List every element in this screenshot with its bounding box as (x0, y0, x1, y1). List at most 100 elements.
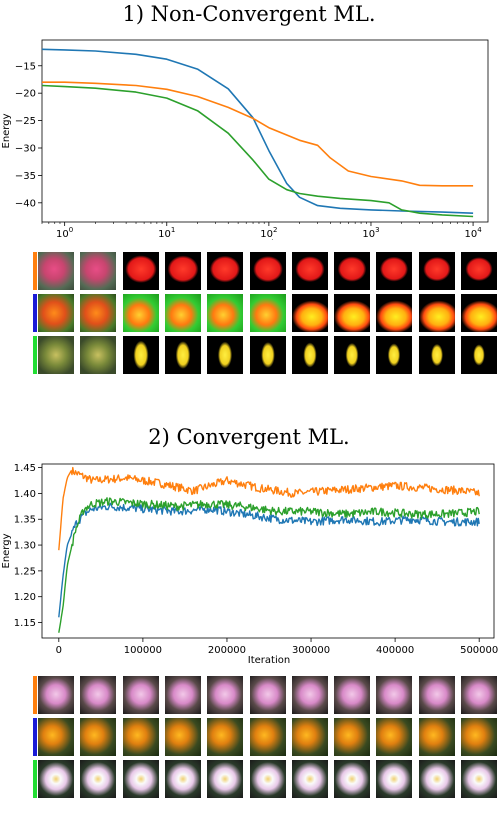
chart2-sample-image (418, 760, 455, 798)
chart2-sample-image (376, 718, 413, 756)
chart2-sample-image (80, 718, 117, 756)
chart1-sample-image (164, 252, 201, 290)
chart1-sample-image (334, 252, 371, 290)
chart2-ytick-label: 1.30 (14, 541, 36, 552)
chart1-sample-image (164, 336, 201, 374)
chart1-sample-image (207, 252, 244, 290)
chart1-sample-strips (0, 252, 498, 377)
chart2-sample-image (291, 760, 328, 798)
chart2-sample-image (38, 760, 74, 798)
chart1-sample-image (376, 252, 413, 290)
chart1-sample-image (122, 252, 159, 290)
chart2-plot-frame (41, 463, 495, 639)
chart2-sample-image (418, 676, 455, 714)
chart1-sample-image (249, 252, 286, 290)
chart2-strip-color-bar (33, 676, 37, 714)
chart2-sample-image (334, 676, 371, 714)
chart2-strip-row (33, 676, 498, 714)
chart2-sample-strips (0, 676, 498, 801)
chart2-xtick-label: 300000 (292, 645, 330, 656)
chart1-sample-image (249, 294, 286, 332)
chart2-series-orange (58, 466, 480, 551)
chart1-sample-image (291, 294, 328, 332)
chart2-sample-image (38, 718, 74, 756)
chart2-sample-image (207, 760, 244, 798)
chart1-ytick-label: −25 (15, 116, 36, 127)
chart1-sample-image (38, 294, 74, 332)
chart2-strip-row (33, 718, 498, 756)
chart1-strip-color-bar (33, 294, 37, 332)
chart2-sample-image (291, 718, 328, 756)
chart1-series-blue (41, 48, 474, 214)
chart1-xtick-label: 104 (464, 226, 482, 240)
chart1-ytick-label: −30 (15, 143, 36, 154)
chart1-sample-image (334, 294, 371, 332)
chart2-xtick-label: 200000 (208, 645, 246, 656)
chart1-sample-image (38, 252, 74, 290)
chart1-strip-row (33, 336, 498, 374)
chart1-xlabel: Iteration (244, 239, 286, 240)
chart1-sample-image (207, 294, 244, 332)
chart1-sample-image (80, 252, 117, 290)
chart2-sample-image (207, 676, 244, 714)
chart2-sample-image (376, 760, 413, 798)
chart2-sample-image (122, 676, 159, 714)
panel2-title: 2) Convergent ML. (148, 425, 350, 449)
chart2-series-green (58, 497, 480, 633)
chart2-xtick-label: 400000 (376, 645, 414, 656)
chart2-sample-image (38, 676, 74, 714)
chart1-ytick-label: −35 (15, 171, 36, 182)
chart1-series-orange (42, 81, 474, 187)
chart1-strip-row (33, 294, 498, 332)
chart2-sample-image (164, 718, 201, 756)
chart1-sample-image (291, 336, 328, 374)
chart1-sample-image (334, 336, 371, 374)
chart2-ytick-label: 1.20 (14, 592, 36, 603)
chart1-xtick-label: 101 (158, 226, 175, 240)
chart1-ytick-label: −15 (15, 61, 36, 72)
chart1-sample-image (122, 336, 159, 374)
chart1-sample-image (122, 294, 159, 332)
chart1-series-green (41, 84, 474, 218)
chart1-xtick-label: 103 (362, 226, 379, 240)
chart1-sample-image (461, 336, 497, 374)
chart1-sample-image (461, 252, 497, 290)
chart1-svg: −15 −20 −25 −30 −35 −40 100 101 102 103 104 Iterati… (1, 39, 489, 240)
chart1-sample-image (291, 252, 328, 290)
chart2-xtick-label: 500000 (460, 645, 498, 656)
chart2-xtick-label: 0 (56, 645, 62, 656)
chart1-sample-image (164, 294, 201, 332)
chart2-sample-image (334, 760, 371, 798)
chart1-ytick-label: −40 (15, 198, 36, 209)
chart1-sample-image (249, 336, 286, 374)
chart2-ytick-label: 1.25 (14, 566, 36, 577)
chart2-sample-image (249, 760, 286, 798)
chart1-ylabel: Energy (1, 113, 12, 148)
chart2-ytick-label: 1.40 (14, 489, 36, 500)
chart2-sample-image (80, 676, 117, 714)
panel1-title: 1) Non-Convergent ML. (122, 2, 376, 26)
chart2-svg: 1.15 1.20 1.25 1.30 1.35 1.40 1.45 0 100000 20000… (1, 463, 498, 666)
chart2-sample-image (249, 718, 286, 756)
chart2-sample-image (122, 760, 159, 798)
chart2-sample-image (80, 760, 117, 798)
chart1-sample-image (418, 336, 455, 374)
chart1-sample-image (461, 294, 497, 332)
chart1-strip-row (33, 252, 498, 290)
chart1-ytick-label: −20 (15, 89, 36, 100)
chart1-strip-color-bar (33, 252, 37, 290)
chart2-xlabel: Iteration (248, 655, 290, 666)
chart1-sample-image (80, 336, 117, 374)
chart2-sample-image (164, 760, 201, 798)
chart2-sample-image (207, 718, 244, 756)
chart2-ylabel: Energy (1, 533, 12, 568)
chart2-sample-image (418, 718, 455, 756)
chart2-sample-image (249, 676, 286, 714)
chart2-strip-color-bar (33, 760, 37, 798)
chart1-xtick-label: 100 (56, 226, 73, 240)
chart2-sample-image (291, 676, 328, 714)
chart2-sample-image (122, 718, 159, 756)
chart2-sample-image (334, 718, 371, 756)
chart2-strip-color-bar (33, 718, 37, 756)
chart1-sample-image (80, 294, 117, 332)
